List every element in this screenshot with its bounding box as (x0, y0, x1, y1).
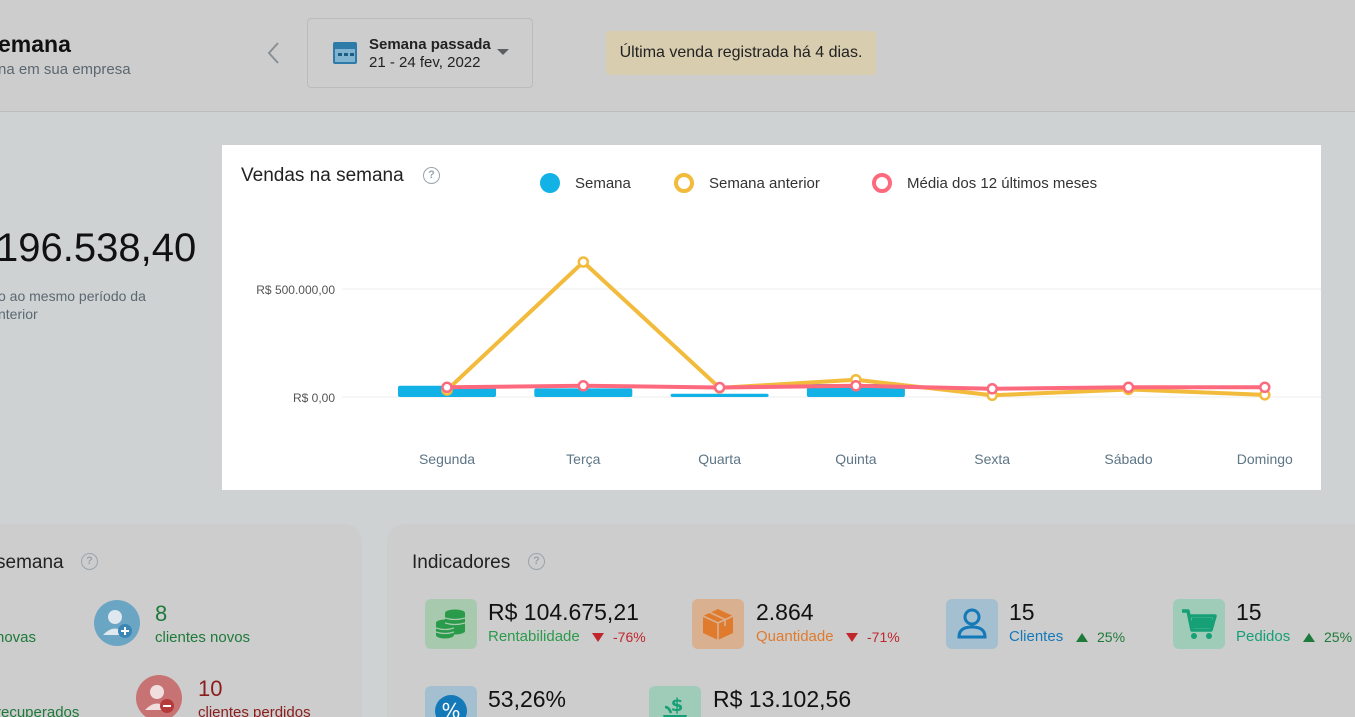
help-icon[interactable]: ? (423, 167, 440, 184)
data-point (1259, 381, 1271, 394)
indicator-label: Pedidos (1236, 628, 1291, 645)
period-range: 21 - 24 fev, 2022 (369, 54, 481, 71)
delta-value: 25% (1324, 629, 1353, 645)
recovered-label: recuperados (0, 704, 80, 717)
customers-card-title: semana (0, 552, 64, 573)
total-note-line2: nterior (0, 306, 38, 322)
legend-item-semana[interactable]: Semana (540, 173, 631, 193)
x-tick-label: Domingo (1237, 451, 1293, 467)
person-icon (946, 599, 998, 649)
arrow-down-icon (592, 632, 604, 642)
data-point (986, 383, 998, 395)
page-header: emana na em sua empresa Semana passada 2… (0, 0, 1355, 112)
filled-circle-icon (540, 173, 560, 193)
remove-user-icon (136, 675, 182, 717)
legend-label: Média dos 12 últimos meses (907, 174, 1098, 192)
legend-label: Semana anterior (709, 174, 820, 192)
x-tick-label: Terça (566, 451, 600, 467)
x-tick-label: Sábado (1104, 451, 1152, 467)
coins-icon (425, 599, 477, 649)
data-point (713, 381, 726, 394)
y-tick-label: R$ 0,00 (293, 391, 335, 405)
delta-value: -76% (613, 629, 646, 645)
period-selector[interactable]: Semana passada 21 - 24 fev, 2022 (307, 18, 533, 88)
add-user-icon (94, 600, 140, 646)
x-tick-label: Segunda (419, 451, 475, 467)
indicator-value: 2.864 (756, 599, 814, 625)
indicator-value: R$ 13.102,56 (713, 686, 852, 712)
data-point (441, 381, 453, 394)
calendar-icon (333, 42, 357, 64)
last-sale-notice: Última venda registrada há 4 dias. (606, 31, 876, 75)
new-customers-count: 8 (155, 601, 168, 626)
indicator-delta: -76% (592, 629, 646, 645)
svg-text:$: $ (671, 695, 684, 716)
ring-icon (872, 173, 892, 193)
legend-label: Semana (575, 174, 631, 192)
weekly-sales-chart-card: Vendas na semana ? Semana Semana anterio… (222, 145, 1321, 490)
x-tick-label: Sexta (974, 451, 1010, 467)
page-title: emana (0, 31, 71, 57)
svg-text:%: % (441, 699, 460, 717)
indicator-label: Quantidade (756, 628, 834, 645)
x-tick-label: Quarta (698, 451, 741, 467)
indicator-label: Clientes (1009, 628, 1064, 645)
indicators-title: Indicadores (412, 552, 511, 573)
bar (670, 393, 769, 397)
indicator-delta: -71% (846, 629, 900, 645)
indicator-delta: 25% (1303, 629, 1352, 645)
new-customers-label: clientes novos (155, 629, 251, 646)
money-plant-icon: $ (649, 686, 701, 717)
indicator-label: Rentabilidade (488, 628, 580, 645)
new-left-label: novas (0, 629, 37, 646)
indicator-delta: 25% (1076, 629, 1125, 645)
arrow-up-icon (1076, 632, 1088, 642)
legend-item-media-12-meses[interactable]: Média dos 12 últimos meses (872, 173, 1097, 193)
indicator-value: 53,26% (488, 686, 567, 712)
lost-customers-label: clientes perdidos (198, 704, 311, 717)
data-point (577, 256, 590, 268)
ring-icon (674, 173, 694, 193)
cart-icon (1173, 599, 1225, 649)
indicator-value: 15 (1236, 599, 1262, 625)
total-sales-note: o ao mesmo período da nterior (0, 287, 198, 323)
data-point (577, 380, 590, 392)
sales-chart: R$ 500.000,00 R$ 0,00 Segunda Terça Quarta Qu… (256, 256, 1321, 467)
data-point (850, 380, 862, 392)
total-sales-value: 196.538,40 (0, 226, 197, 270)
total-note-line1: o ao mesmo período da (0, 288, 146, 304)
customers-card: semana ? novas 8 clientes novos recupera… (0, 524, 362, 717)
indicators-card: Indicadores ? R$ 104.675,21 Rentabilidad… (387, 524, 1355, 717)
period-label: Semana passada (369, 36, 491, 53)
delta-value: 25% (1097, 629, 1126, 645)
bar (534, 388, 633, 397)
data-point (1122, 381, 1135, 394)
box-icon (692, 599, 744, 649)
x-tick-label: Quinta (835, 451, 876, 467)
chevron-down-icon (497, 49, 509, 55)
lost-customers-count: 10 (198, 676, 223, 701)
page-subtitle: na em sua empresa (0, 61, 131, 78)
help-icon[interactable]: ? (528, 553, 545, 570)
y-tick-label: R$ 500.000,00 (256, 283, 335, 297)
indicator-value: 15 (1009, 599, 1035, 625)
chart-title: Vendas na semana (241, 165, 404, 186)
delta-value: -71% (867, 629, 900, 645)
indicator-value: R$ 104.675,21 (488, 599, 639, 625)
arrow-down-icon (846, 632, 858, 642)
arrow-up-icon (1303, 632, 1315, 642)
help-icon[interactable]: ? (81, 553, 98, 570)
legend-item-semana-anterior[interactable]: Semana anterior (674, 173, 820, 193)
chevron-left-icon (267, 42, 279, 64)
previous-period-button[interactable] (260, 38, 286, 68)
percent-icon: % (425, 686, 477, 717)
